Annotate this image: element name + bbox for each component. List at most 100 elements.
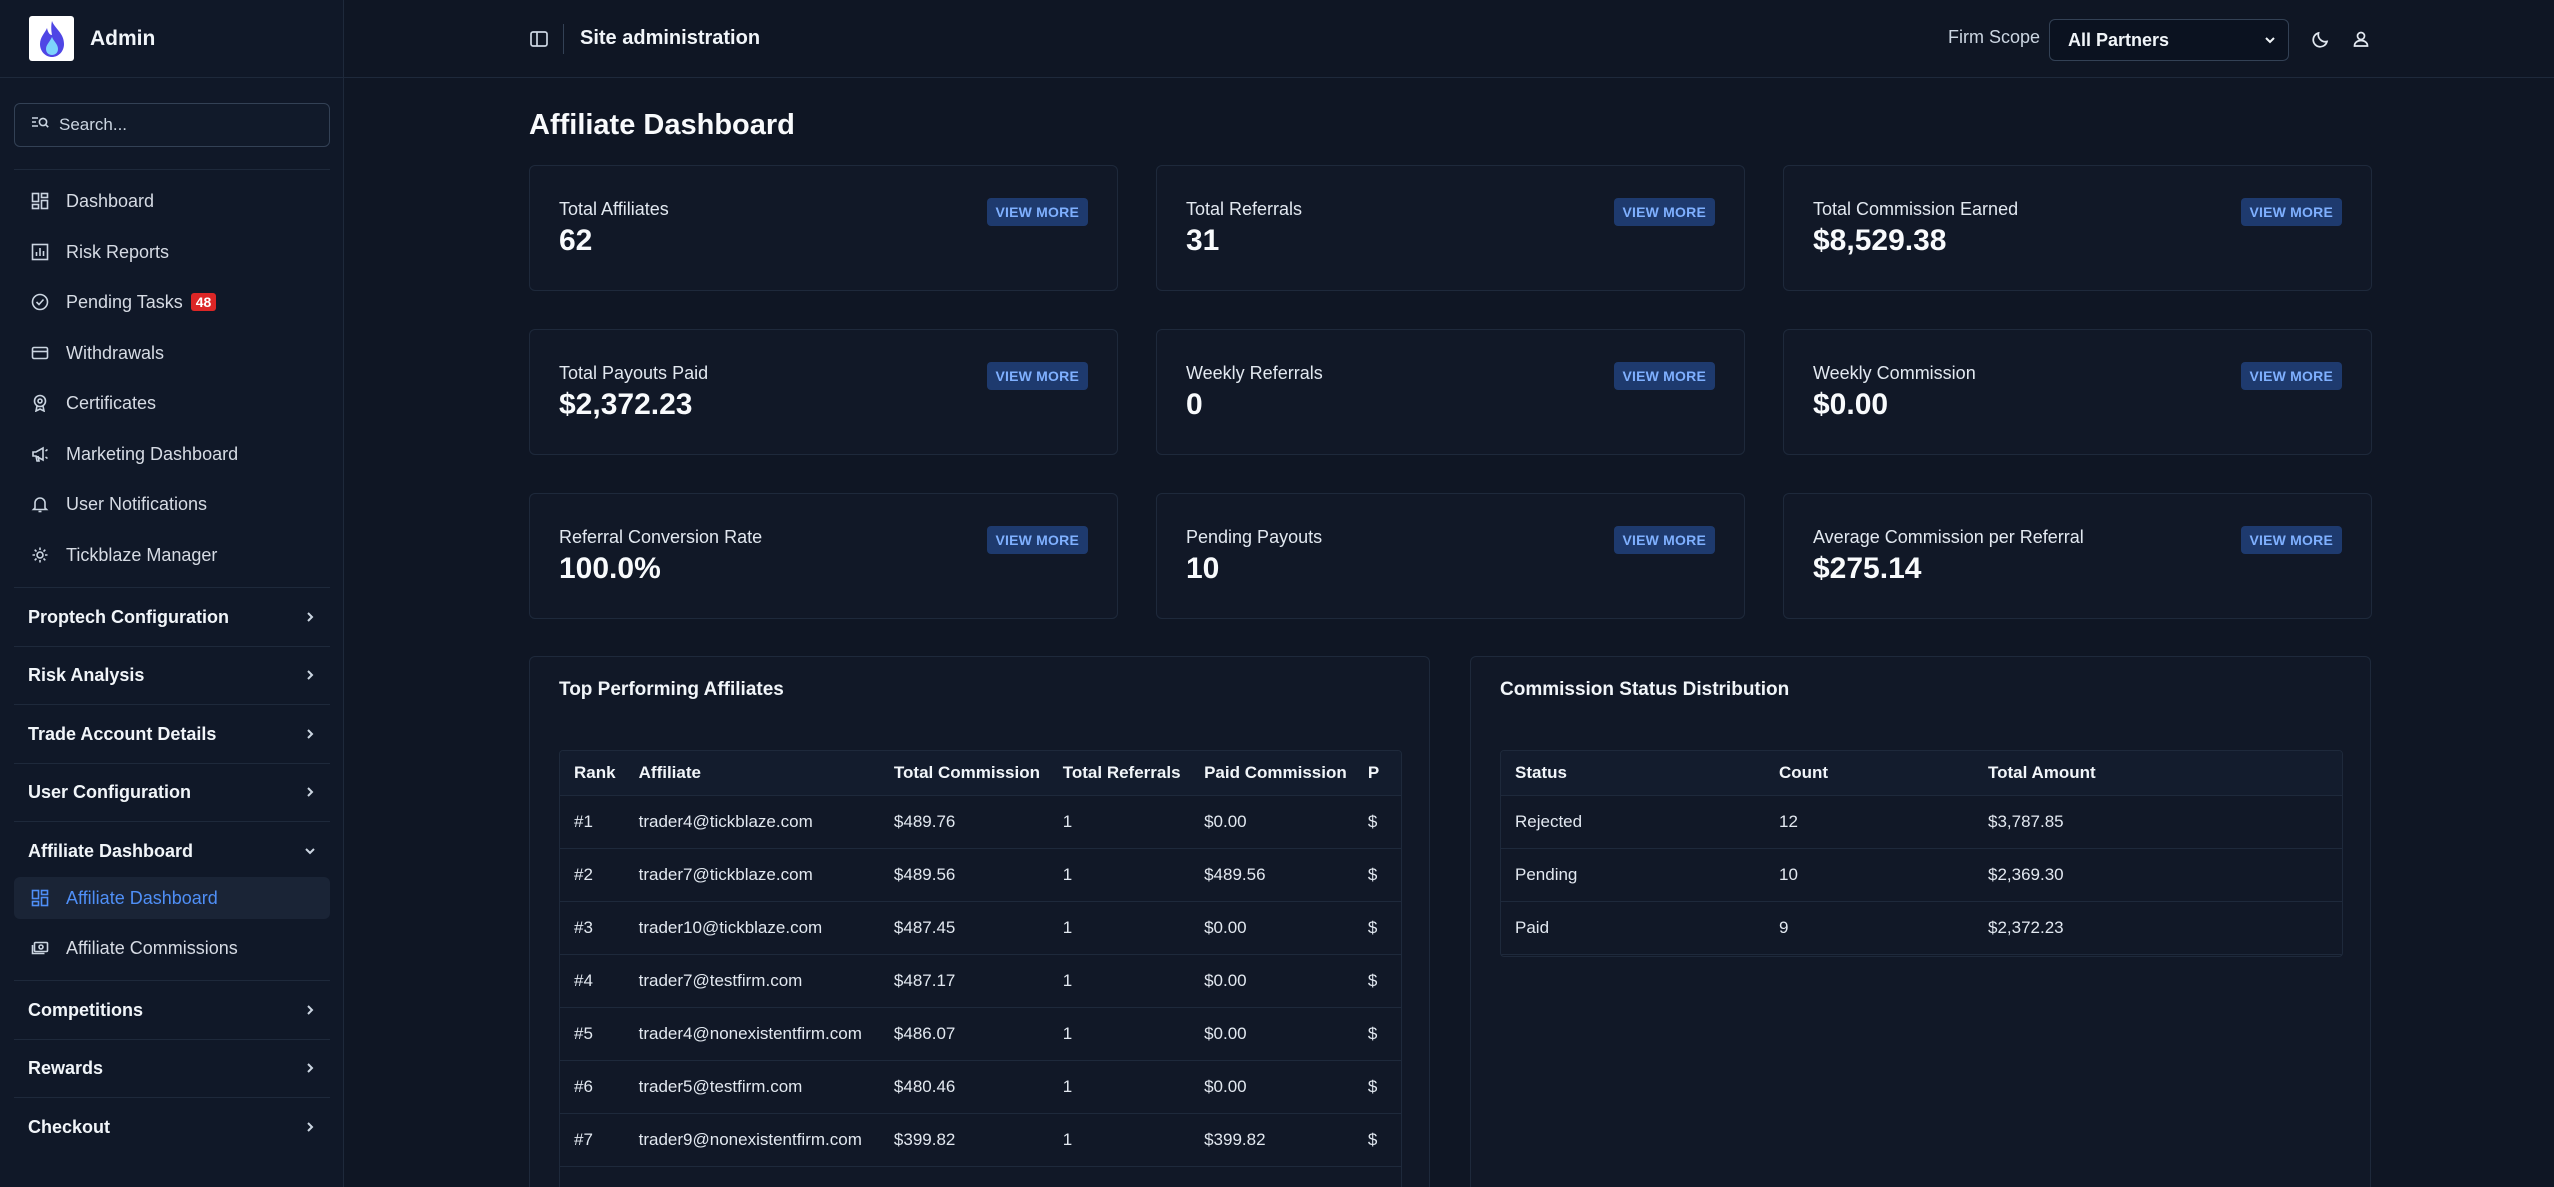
column-header[interactable]: P — [1353, 751, 1401, 796]
cell-total-commission: $487.17 — [879, 954, 1049, 1008]
cell-paid-commission: $489.56 — [1190, 848, 1354, 902]
section-checkout[interactable]: Checkout — [14, 1106, 330, 1148]
column-header[interactable]: Affiliate — [624, 751, 880, 796]
cell-total-referrals: 1 — [1048, 795, 1191, 849]
section-rewards[interactable]: Rewards — [14, 1047, 330, 1089]
column-header[interactable]: Status — [1501, 751, 1765, 796]
stat-card-total-commission-earned: Total Commission Earned $8,529.38 VIEW M… — [1783, 165, 2372, 291]
column-header[interactable]: Paid Commission — [1190, 751, 1354, 796]
gear-icon — [30, 545, 50, 565]
table-row: #3 trader10@tickblaze.com $487.45 1 $0.0… — [560, 901, 1401, 955]
stat-label: Total Affiliates — [559, 199, 669, 219]
cell-total-commission: $480.46 — [879, 1060, 1049, 1114]
cell-count: 10 — [1765, 848, 1974, 902]
cell-count: 12 — [1765, 795, 1974, 849]
sidebar-subitem-affiliate-commissions[interactable]: Affiliate Commissions — [14, 927, 330, 969]
sidebar-item-dashboard[interactable]: Dashboard — [14, 180, 330, 222]
stat-card-referral-conversion-rate: Referral Conversion Rate 100.0% VIEW MOR… — [529, 493, 1118, 619]
section-proptech-configuration[interactable]: Proptech Configuration — [14, 596, 330, 638]
table-row: #7 trader9@nonexistentfirm.com $399.82 1… — [560, 1113, 1401, 1167]
divider — [14, 587, 330, 588]
chevron-right-icon — [304, 782, 316, 803]
cell-total-amount: $2,372.23 — [1974, 901, 2342, 955]
page-title: Affiliate Dashboard — [529, 109, 795, 141]
divider — [14, 980, 330, 981]
sidebar-item-certificates[interactable]: Certificates — [14, 382, 330, 424]
chevron-right-icon — [304, 1000, 316, 1021]
sidebar-item-label: Withdrawals — [66, 342, 165, 363]
view-more-button[interactable]: VIEW MORE — [1613, 198, 1715, 226]
search-box[interactable] — [14, 103, 330, 147]
column-header[interactable]: Total Commission — [879, 751, 1049, 796]
cell-total-referrals: 1 — [1048, 901, 1191, 955]
view-more-button[interactable]: VIEW MORE — [2240, 362, 2342, 390]
cell-status: Paid — [1501, 901, 1765, 955]
view-more-button[interactable]: VIEW MORE — [2240, 198, 2342, 226]
view-more-button[interactable]: VIEW MORE — [986, 198, 1088, 226]
chevron-right-icon — [304, 724, 316, 745]
chevron-right-icon — [304, 665, 316, 686]
section-competitions[interactable]: Competitions — [14, 989, 330, 1031]
cell-rank: #5 — [560, 1007, 625, 1061]
section-user-configuration[interactable]: User Configuration — [14, 771, 330, 813]
divider — [14, 821, 330, 822]
column-header[interactable]: Total Referrals — [1048, 751, 1191, 796]
sidebar-item-label: Marketing Dashboard — [66, 443, 239, 464]
stat-card-total-payouts-paid: Total Payouts Paid $2,372.23 VIEW MORE — [529, 329, 1118, 455]
flame-logo-icon[interactable] — [29, 16, 74, 61]
cell-total-commission: $486.07 — [879, 1007, 1049, 1061]
sidebar-item-marketing-dashboard[interactable]: Marketing Dashboard — [14, 433, 330, 475]
section-label: Proptech Configuration — [28, 606, 229, 627]
column-header[interactable]: Total Amount — [1974, 751, 2342, 796]
section-label: Affiliate Dashboard — [28, 840, 194, 861]
cell-rank: #4 — [560, 954, 625, 1008]
header-title: Site administration — [580, 27, 761, 49]
table-header-row: Rank Affiliate Total Commission Total Re… — [560, 751, 1401, 796]
stat-label: Weekly Referrals — [1186, 363, 1323, 383]
view-more-button[interactable]: VIEW MORE — [986, 526, 1088, 554]
stat-label: Referral Conversion Rate — [559, 527, 763, 547]
chevron-down-icon — [2264, 30, 2276, 51]
bar-chart-icon — [30, 242, 50, 262]
sidebar-item-label: Certificates — [66, 392, 157, 413]
table-row: #1 trader4@tickblaze.com $489.76 1 $0.00… — [560, 795, 1401, 849]
view-more-button[interactable]: VIEW MORE — [1613, 362, 1715, 390]
search-input[interactable] — [59, 115, 319, 135]
pending-count-badge: 48 — [190, 293, 217, 311]
view-more-button[interactable]: VIEW MORE — [2240, 526, 2342, 554]
view-more-button[interactable]: VIEW MORE — [986, 362, 1088, 390]
sidebar-toggle-icon[interactable] — [529, 29, 549, 49]
sidebar-item-risk-reports[interactable]: Risk Reports — [14, 231, 330, 273]
stat-card-weekly-referrals: Weekly Referrals 0 VIEW MORE — [1156, 329, 1745, 455]
divider — [14, 1097, 330, 1098]
firm-scope-select[interactable]: All Partners — [2049, 19, 2289, 61]
stat-value: $2,372.23 — [559, 388, 693, 421]
table-row: Paid 9 $2,372.23 — [1501, 901, 2342, 955]
chevron-right-icon — [304, 1117, 316, 1138]
section-trade-account-details[interactable]: Trade Account Details — [14, 713, 330, 755]
sidebar-item-user-notifications[interactable]: User Notifications — [14, 483, 330, 525]
chevron-right-icon — [304, 607, 316, 628]
chevron-down-icon — [304, 841, 316, 862]
top-affiliates-table-scroll[interactable]: Rank Affiliate Total Commission Total Re… — [559, 750, 1402, 1187]
moon-icon[interactable] — [2311, 29, 2331, 49]
cell-paid-commission: $0.00 — [1190, 795, 1354, 849]
sidebar-subitem-affiliate-dashboard[interactable]: Affiliate Dashboard — [14, 877, 330, 919]
section-affiliate-dashboard[interactable]: Affiliate Dashboard — [14, 830, 330, 872]
sidebar-item-withdrawals[interactable]: Withdrawals — [14, 332, 330, 374]
grid-icon — [30, 888, 50, 908]
user-icon[interactable] — [2351, 29, 2371, 49]
sidebar-item-tickblaze-manager[interactable]: Tickblaze Manager — [14, 534, 330, 576]
column-header[interactable]: Count — [1765, 751, 1974, 796]
cell-truncated: $ — [1353, 1113, 1401, 1167]
column-header[interactable]: Rank — [560, 751, 625, 796]
cell-paid-commission: $399.82 — [1190, 1113, 1354, 1167]
stat-card-weekly-commission: Weekly Commission $0.00 VIEW MORE — [1783, 329, 2372, 455]
section-label: Risk Analysis — [28, 664, 145, 685]
grid-icon — [30, 191, 50, 211]
section-risk-analysis[interactable]: Risk Analysis — [14, 654, 330, 696]
divider — [14, 763, 330, 764]
sidebar-item-pending-tasks[interactable]: Pending Tasks 48 — [14, 281, 330, 323]
view-more-button[interactable]: VIEW MORE — [1613, 526, 1715, 554]
cell-affiliate: trader4@tickblaze.com — [624, 795, 880, 849]
